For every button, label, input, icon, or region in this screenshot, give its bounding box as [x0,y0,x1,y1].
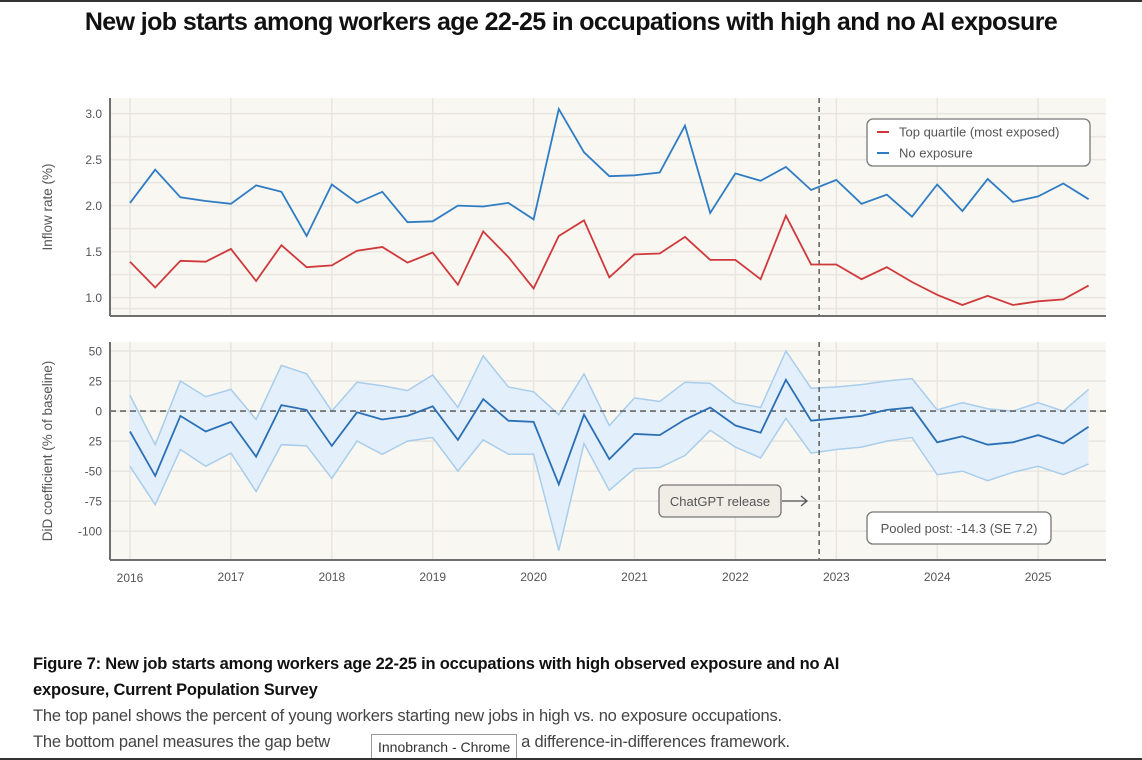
bottom-y-axis-label: DiD coefficient (% of baseline) [40,361,55,542]
window-top-border [0,0,1142,2]
caption-line-2-end: s in a difference-in-differences framewo… [491,733,790,751]
bottom-y-tick-label: 0 [95,405,102,419]
caption-line-2-start: The bottom panel measures the gap betw [33,733,330,751]
x-tick-label: 2024 [924,570,951,584]
legend: Top quartile (most exposed) No exposure [866,118,1091,167]
legend-label-no-exposure: No exposure [899,146,973,161]
window-tooltip: Innobranch - Chrome [371,734,518,760]
x-tick-label: 2020 [520,570,547,584]
x-tick-label: 2025 [1025,570,1052,584]
caption-heading: Figure 7: New job starts among workers a… [33,655,840,699]
arrow-right-icon [782,495,809,507]
chart-svg: 1.0 1.5 2.0 2.5 3.0 Inflow rate (%) Top quar… [40,98,1106,585]
top-y-ticks: 1.0 1.5 2.0 2.5 3.0 [85,107,102,305]
top-y-tick-label: 2.5 [85,153,102,167]
x-tick-label: 2018 [318,570,345,584]
window-bottom-border [0,758,1142,760]
caption-line-1: The top panel shows the percent of young… [33,707,782,725]
pooled-post-annotation: Pooled post: -14.3 (SE 7.2) [866,511,1052,545]
x-tick-label: 2021 [621,570,648,584]
confidence-band [130,351,1089,551]
x-tick-label: 2019 [419,570,446,584]
bottom-y-tick-label: -50 [85,465,103,479]
top-y-axis-label: Inflow rate (%) [40,163,55,250]
top-y-tick-label: 3.0 [85,107,102,121]
top-y-tick-label: 1.5 [85,245,102,259]
chatgpt-release-label: ChatGPT release [670,494,770,509]
x-tick-label: 2016 [117,571,144,585]
x-tick-label: 2022 [722,570,749,584]
bottom-y-tick-label: -100 [78,525,102,539]
series-line-exposed [129,213,1090,306]
x-tick-label: 2023 [823,570,850,584]
figure-caption: Figure 7: New job starts among workers a… [33,651,913,755]
chart-title: New job starts among workers age 22-25 i… [84,8,1058,36]
bottom-y-tick-label: 25 [89,375,103,389]
top-y-tick-label: 2.0 [85,199,102,213]
bottom-y-ticks: 50 25 0 25 -50 -75 -100 [78,345,102,539]
top-series [129,106,1090,306]
legend-box [866,118,1091,167]
chatgpt-release-annotation: ChatGPT release [658,484,809,518]
x-axis-ticks: 2016 2017 2018 2019 2020 2021 2022 2023 2024 2025 [117,570,1052,585]
top-grid [110,98,1106,316]
bottom-y-tick-label: 25 [89,435,103,449]
pooled-post-label: Pooled post: -14.3 (SE 7.2) [881,521,1038,536]
bottom-y-tick-label: 50 [89,345,103,359]
bottom-panel: 50 25 0 25 -50 -75 -100 DiD coefficient (% of … [40,342,1106,585]
top-y-tick-label: 1.0 [85,291,102,305]
chatgpt-release-box [658,484,782,518]
bottom-y-tick-label: -75 [85,495,103,509]
legend-label-exposed: Top quartile (most exposed) [899,125,1059,140]
top-panel: 1.0 1.5 2.0 2.5 3.0 Inflow rate (%) Top quar… [40,98,1106,317]
did-coefficient-line [129,377,1090,487]
pooled-post-box [866,511,1052,545]
x-tick-label: 2017 [218,570,245,584]
ci-lower-line [129,416,1089,551]
caption-line-2: The bottom panel measures the gap betw s … [33,729,913,755]
ci-upper-line [129,349,1090,447]
series-line-none [129,106,1090,238]
